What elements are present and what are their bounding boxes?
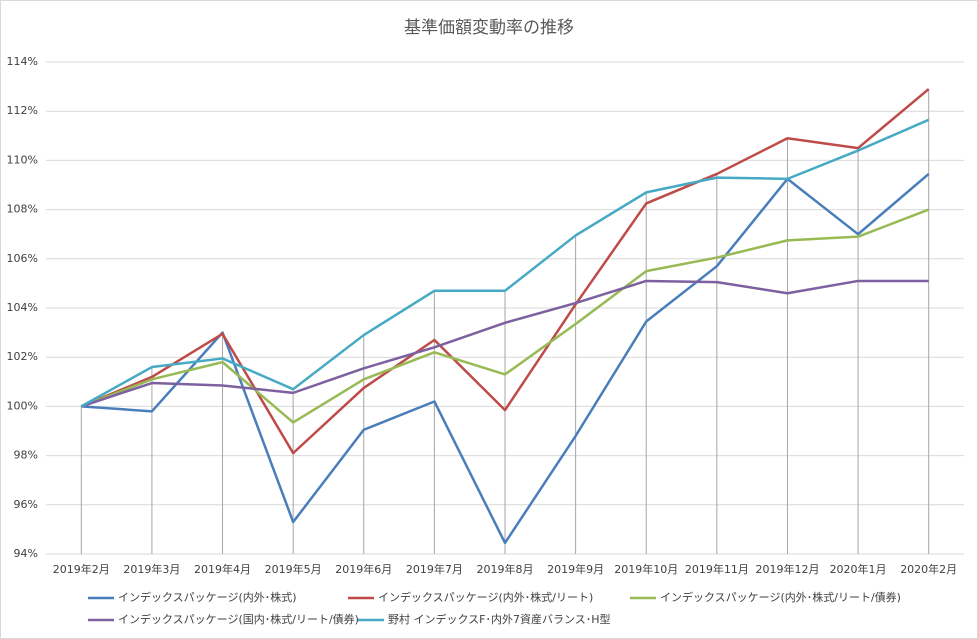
y-tick-label: 112% [7,104,38,117]
x-tick-label: 2019年6月 [335,562,392,576]
x-tick-label: 2019年10月 [614,562,678,576]
legend-label: 野村 インデックスF･内外7資産バランス･H型 [388,612,611,626]
y-tick-label: 96% [14,498,38,511]
x-tick-label: 2019年7月 [406,562,463,576]
legend-label: インデックスパッケージ(国内･株式/リート/債券) [118,612,359,626]
y-tick-label: 102% [7,350,38,363]
series-line [80,118,930,408]
x-tick-label: 2020年2月 [900,562,957,576]
x-tick-label: 2019年4月 [194,562,251,576]
x-tick-label: 2020年1月 [830,562,887,576]
legend-label: インデックスパッケージ(内外･株式/リート) [378,590,593,604]
legend-label: インデックスパッケージ(内外･株式/リート/債券) [660,590,901,604]
x-tick-label: 2019年5月 [265,562,322,576]
y-tick-label: 114% [7,55,38,68]
x-tick-label: 2019年8月 [477,562,534,576]
y-tick-label: 94% [14,547,38,560]
y-tick-label: 104% [7,301,38,314]
x-tick-label: 2019年9月 [547,562,604,576]
y-tick-label: 106% [7,252,38,265]
x-tick-label: 2019年12月 [755,562,819,576]
y-tick-label: 108% [7,203,38,216]
y-tick-label: 100% [7,399,38,412]
x-tick-label: 2019年3月 [123,562,180,576]
chart-title: 基準価額変動率の推移 [404,18,574,38]
series-line [80,208,930,424]
series-line [80,88,930,455]
x-tick-label: 2019年2月 [53,562,110,576]
legend-label: インデックスパッケージ(内外･株式) [118,590,297,604]
x-tick-label: 2019年11月 [685,562,749,576]
y-tick-label: 110% [7,153,38,166]
series-line [80,279,929,408]
y-tick-label: 98% [14,449,38,462]
